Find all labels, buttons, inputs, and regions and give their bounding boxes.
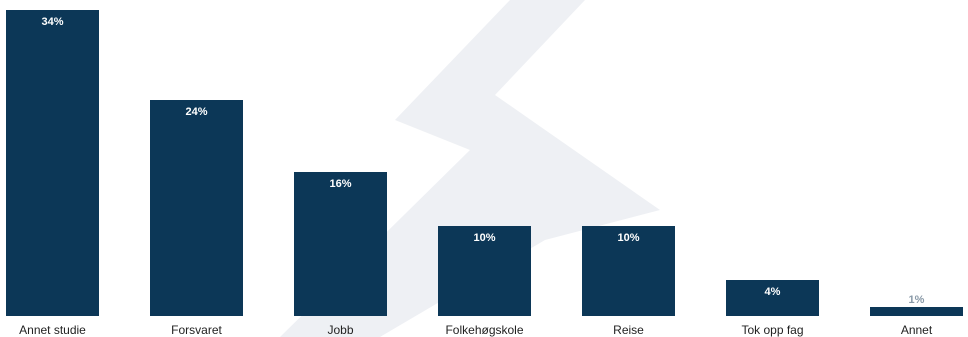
category-label: Reise <box>613 323 644 337</box>
bar-1 <box>6 10 99 316</box>
category-label: Annet <box>901 323 933 337</box>
bar-value-label: 34% <box>41 16 63 28</box>
bar-value-label: 10% <box>473 232 495 244</box>
bar-value-label: 1% <box>909 294 925 306</box>
category-label: Annet studie <box>19 323 86 337</box>
category-label: Tok opp fag <box>741 323 803 337</box>
bar-4 <box>438 226 531 316</box>
bar-3 <box>294 172 387 316</box>
category-labels-group: Annet studie Forsvaret Jobb Folkehøgskole Re… <box>19 323 933 337</box>
bars-group <box>6 10 963 316</box>
bar-2 <box>150 100 243 316</box>
bar-value-label: 24% <box>185 106 207 118</box>
bar-value-label: 4% <box>765 286 781 298</box>
bar-value-label: 16% <box>329 178 351 190</box>
bar-6 <box>726 280 819 316</box>
bar-5 <box>582 226 675 316</box>
bar-7 <box>870 307 963 316</box>
category-label: Folkehøgskole <box>445 323 523 337</box>
value-labels-group: 34% 24% 16% 10% 10% 4% 1% <box>41 16 924 306</box>
bar-value-label: 10% <box>617 232 639 244</box>
category-label: Jobb <box>327 323 353 337</box>
category-label: Forsvaret <box>171 323 222 337</box>
